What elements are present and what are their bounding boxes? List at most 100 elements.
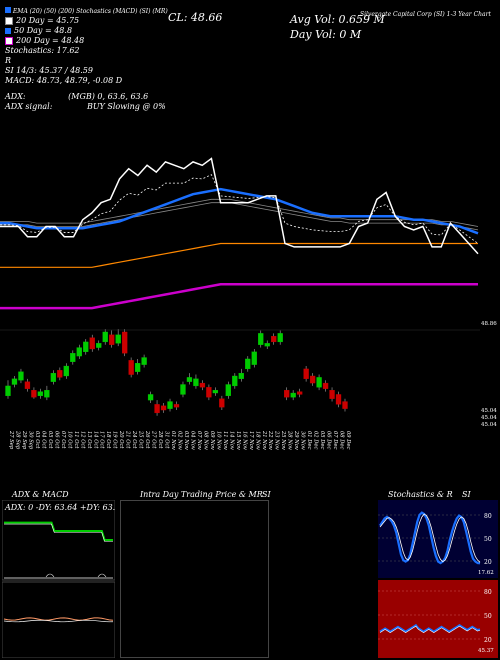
stoch-tick-80: 80 xyxy=(484,513,492,520)
price-line xyxy=(0,157,479,255)
intraday-title2: SI xyxy=(262,490,271,499)
adx-legend: ADX: 0 -DY: 63.64 +DY: 63.64 xyxy=(4,503,115,512)
ema200-line xyxy=(0,242,478,268)
date-label: 25 Nov xyxy=(280,430,286,450)
date-label: 18 Oct xyxy=(105,431,111,449)
date-label: 17 Nov xyxy=(248,431,254,450)
ema-blue-line xyxy=(0,187,479,235)
ema50-swatch-icon xyxy=(5,28,11,34)
date-label: 30 Sep xyxy=(27,431,33,450)
date-label: 03 Nov xyxy=(183,431,189,450)
candle-body xyxy=(134,363,141,372)
date-label: 08 Nov xyxy=(202,431,208,450)
price-axis-low2: 45.04 xyxy=(481,415,497,421)
adx-label: ADX: xyxy=(5,92,26,101)
stoch-panel-title: Stochastics & R xyxy=(388,490,453,499)
blue-swatch-icon xyxy=(5,7,11,13)
macd-signal-line xyxy=(3,619,114,623)
candle-body xyxy=(24,381,31,389)
adx-buy: BUY Slowing @ 0% xyxy=(86,102,166,111)
candle-body xyxy=(193,378,199,387)
adx-line xyxy=(4,521,113,541)
date-label: 26 Oct xyxy=(144,430,150,449)
candle-body xyxy=(96,343,102,348)
price-axis-low3: 45.04 xyxy=(481,422,497,428)
ema20-swatch-icon xyxy=(5,17,13,25)
date-label: 12 Oct xyxy=(79,431,85,449)
adx-signal-label: ADX signal: xyxy=(5,102,53,111)
price-label: CL: 48.66 xyxy=(168,11,223,24)
date-label: 02 Dec xyxy=(313,431,319,449)
date-label: 27 Sep xyxy=(8,430,14,450)
si-tick-80: 80 xyxy=(484,589,492,596)
candle-body xyxy=(70,353,76,362)
date-label: 27 Oct xyxy=(151,430,157,449)
candle-body xyxy=(335,394,342,405)
candle-body xyxy=(277,333,283,343)
adx-panel-title: ADX & MACD xyxy=(12,490,69,499)
date-label: 11 Nov xyxy=(222,431,228,450)
candle-body xyxy=(115,334,121,344)
date-label: 11 Oct xyxy=(73,431,79,449)
ema200-swatch-icon xyxy=(5,37,13,45)
candle-body xyxy=(316,377,322,388)
date-label: 28 Nov xyxy=(287,430,293,450)
date-label: 20 Oct xyxy=(118,430,124,449)
date-label: 04 Oct xyxy=(40,431,46,449)
candle-body xyxy=(206,387,212,398)
price-axis-low1: 45.04 xyxy=(481,408,497,414)
day-vol: Day Vol: 0 M xyxy=(290,28,362,41)
date-label: 07 Dec xyxy=(332,431,338,449)
legend-label: EMA (20) (50) (200) Stochastics (MACD) (… xyxy=(5,7,168,17)
date-label: 01 Nov xyxy=(170,431,176,450)
stoch-tick-50: 50 xyxy=(484,536,492,543)
date-label: 06 Dec xyxy=(326,431,332,449)
si-value-label: 45.37 xyxy=(478,648,494,654)
stoch-tick-20: 20 xyxy=(484,559,492,566)
date-label: 06 Oct xyxy=(53,431,59,449)
candle-body xyxy=(5,385,11,397)
candle-body xyxy=(180,384,186,395)
candle-body xyxy=(11,378,18,385)
date-label: 01 Dec xyxy=(306,431,312,449)
candle-body xyxy=(50,372,57,382)
candle-body xyxy=(303,368,309,379)
adx-signal-row: ADX signal: BUY Slowing @ 0% xyxy=(5,102,166,112)
stoch-label2: R xyxy=(5,56,12,65)
candle-body xyxy=(290,392,296,398)
intraday-title: Intra Day Trading Price & MR xyxy=(140,490,263,499)
date-label: 21 Oct xyxy=(125,430,131,449)
candle-body xyxy=(251,351,257,365)
date-label: 19 Oct xyxy=(112,431,118,449)
price-chart: 27 Sep 28 Sep 29 Sep 30 Sep 03 Oct 04 Oct 05 O… xyxy=(0,157,498,450)
candle-body xyxy=(264,343,270,347)
candle-body xyxy=(199,382,206,388)
candle-body xyxy=(128,360,134,375)
candle-body xyxy=(154,404,160,414)
date-label: 30 Nov xyxy=(300,431,306,450)
dotted-line xyxy=(0,174,479,244)
candle-body xyxy=(225,384,231,397)
date-label: 31 Oct xyxy=(164,431,170,449)
adx-bump xyxy=(45,573,55,578)
stoch-d-line xyxy=(379,513,481,563)
date-label: 10 Oct xyxy=(66,431,72,449)
si-line xyxy=(379,623,481,633)
date-label: 18 Nov xyxy=(254,431,260,450)
intraday-panel xyxy=(120,500,269,658)
date-label: 04 Nov xyxy=(189,431,195,450)
legend-text: EMA (20) (50) (200) Stochastics (MACD) (… xyxy=(12,8,168,15)
macd-line xyxy=(3,617,114,621)
si-tick-50: 50 xyxy=(484,613,492,620)
date-label: 29 Sep xyxy=(21,430,27,450)
candle-body xyxy=(329,390,335,399)
stoch-value-label: 17.62 xyxy=(478,570,494,576)
date-label: 05 Dec xyxy=(319,431,325,449)
date-label: 15 Nov xyxy=(235,431,241,450)
stoch-panel: 80 50 20 80 50 20 17.62 45.37 xyxy=(378,500,498,658)
candle-body xyxy=(63,365,69,377)
date-label: 14 Nov xyxy=(228,431,234,450)
candle-body xyxy=(309,375,316,384)
date-label: 29 Nov xyxy=(293,430,299,450)
candle-body xyxy=(296,391,303,395)
